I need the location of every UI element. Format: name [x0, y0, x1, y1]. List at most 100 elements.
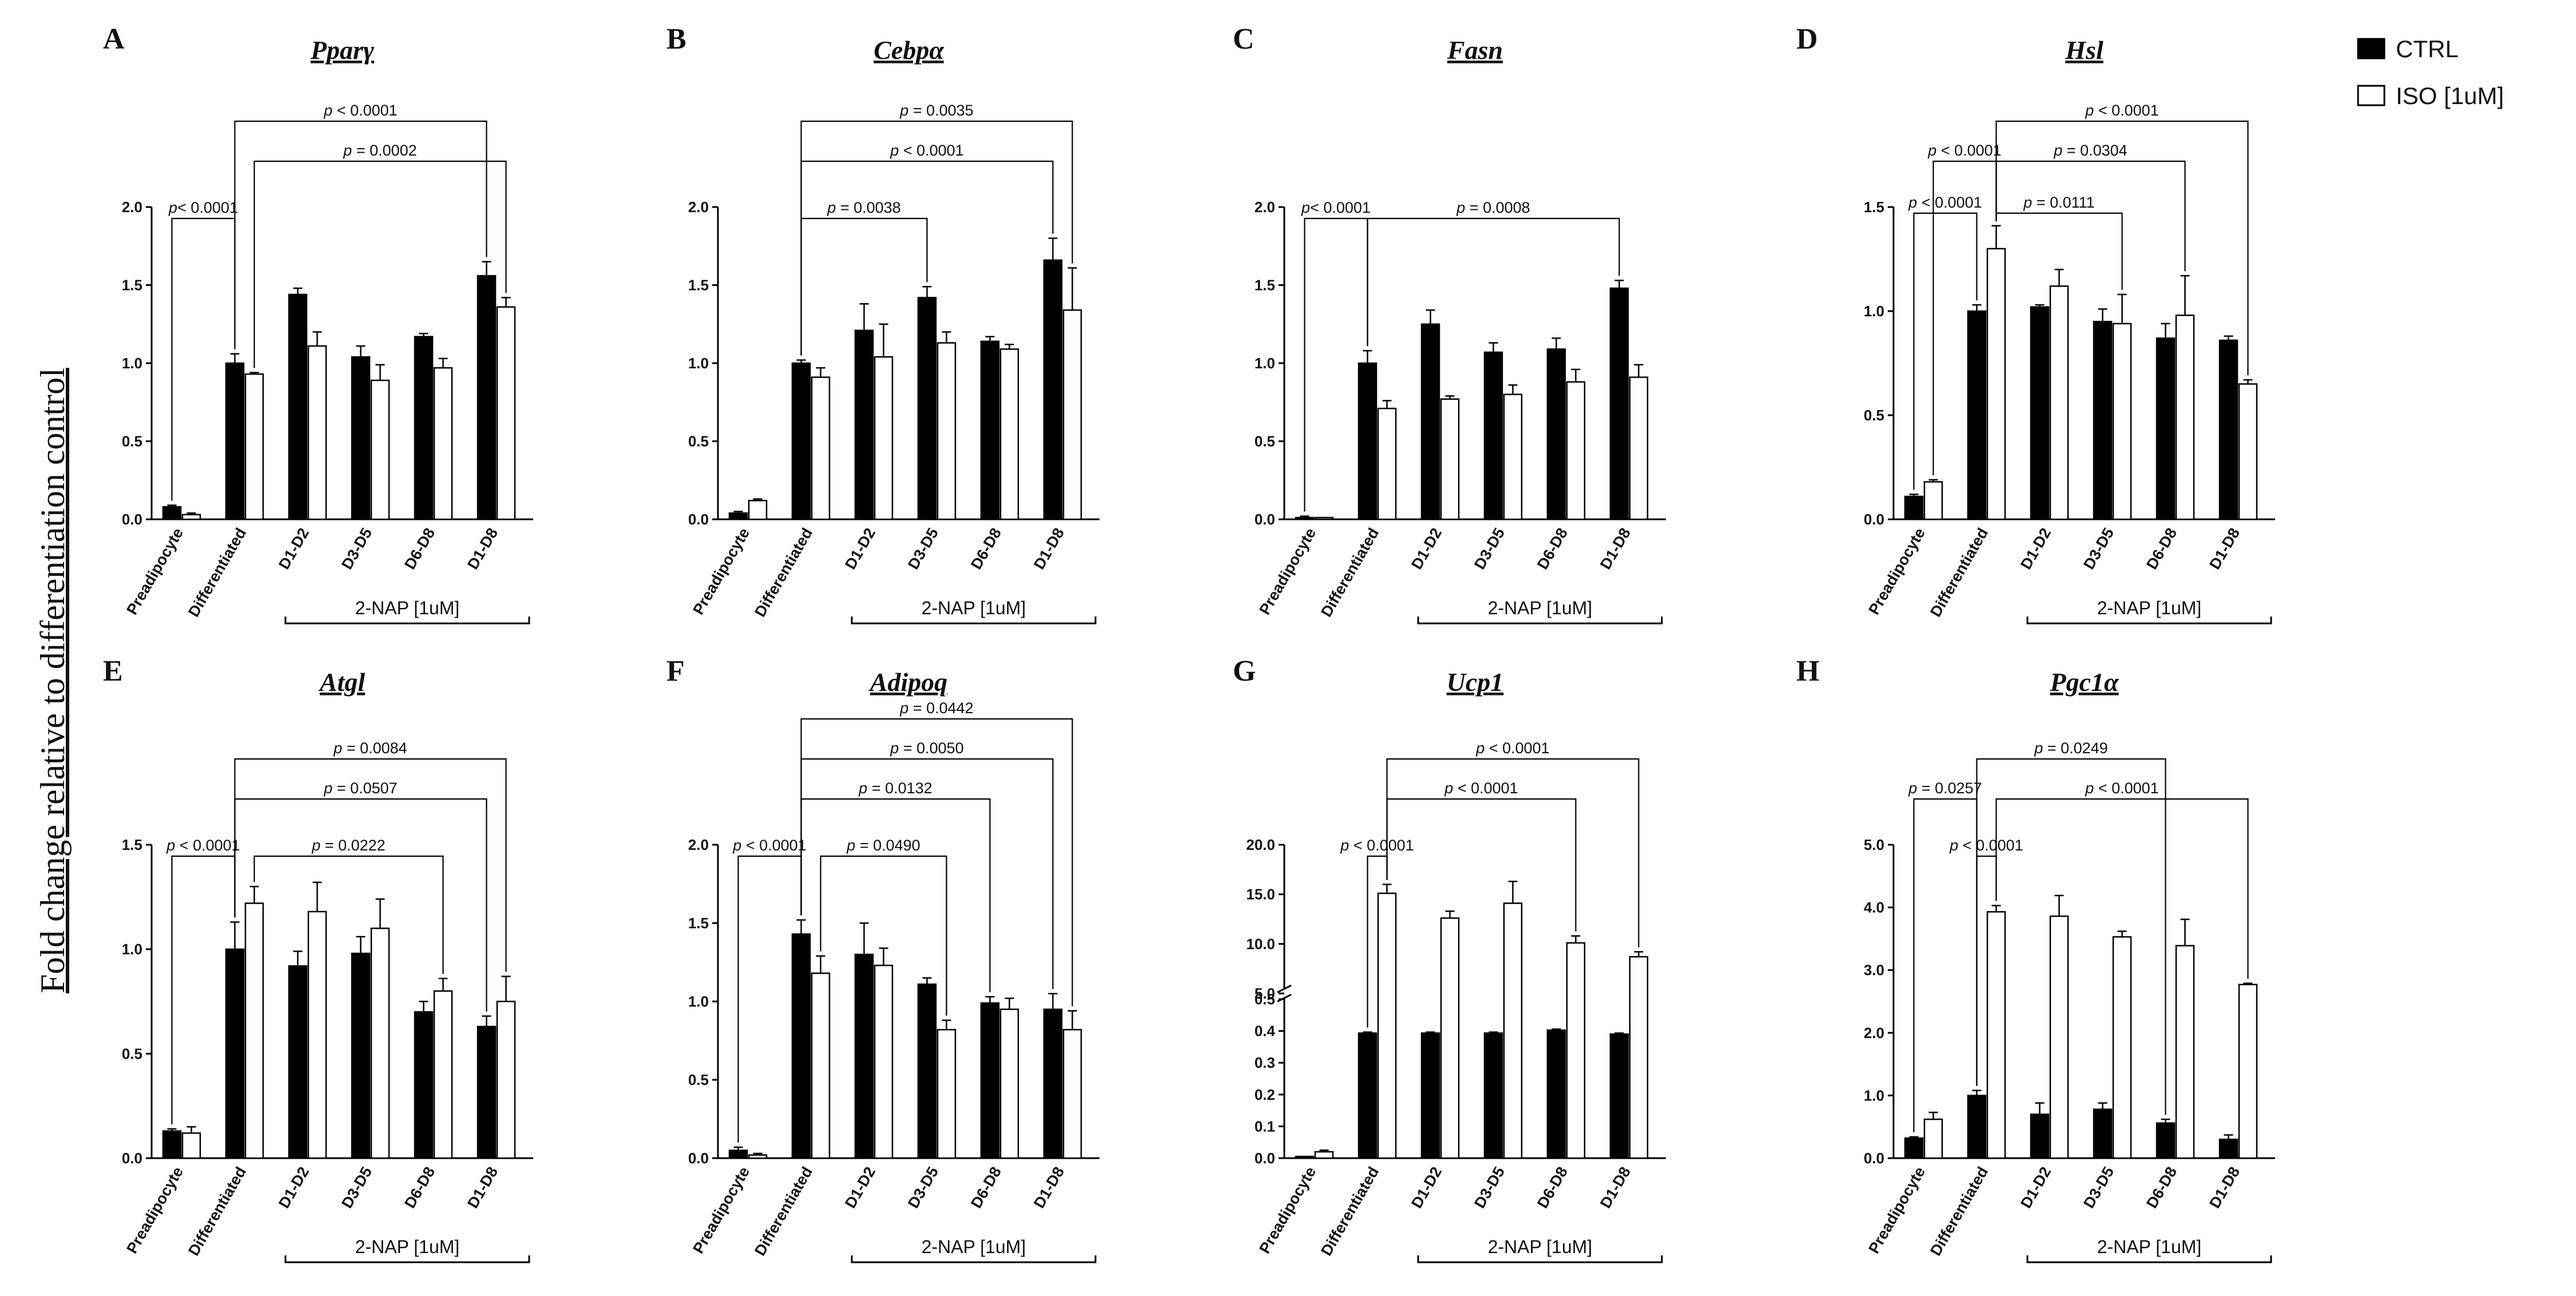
legend-label-ctrl: CTRL [2396, 35, 2459, 62]
category-label: D3-D5 [904, 525, 942, 573]
bar-iso-differentiated [811, 376, 831, 520]
y-tick-label: 1.0 [1864, 303, 1884, 320]
bar-ctrl-d1-d2 [854, 329, 874, 520]
panel-title: Atgl [318, 667, 365, 697]
y-tick-label: 0.4 [1255, 1023, 1276, 1040]
panel-title: Cebpα [874, 35, 944, 65]
panel-a: A Pparγ 0.0 0.5 1.0 1.5 2.0 PreadipocyteDiffere… [103, 23, 533, 625]
panel-letter: G [1233, 655, 1256, 687]
category-label: D1-D2 [842, 525, 879, 573]
group-bracket [284, 1255, 530, 1263]
y-tick-label: 1.5 [688, 277, 709, 294]
bar-ctrl-differentiated [1967, 1095, 1987, 1159]
group-bracket [2026, 617, 2272, 625]
bar-ctrl-d1-d8 [477, 1025, 497, 1159]
bar-ctrl-d1-d2 [854, 953, 874, 1159]
bar-iso-d1-d8 [2238, 984, 2258, 1159]
bar-iso-preadipocyte [1314, 516, 1334, 520]
category-label: Differentiated [1927, 525, 1991, 620]
p-value-label: p < 0.0001 [166, 837, 240, 854]
panel-letter: A [103, 23, 125, 55]
category-label: Preadipocyte [123, 525, 186, 618]
p-value-label: p< 0.0001 [1301, 199, 1371, 216]
panel-c: C Fasn 0.0 0.5 1.0 1.5 2.0 PreadipocyteDifferen… [1233, 23, 1666, 625]
group-bracket [851, 1255, 1097, 1263]
bar-ctrl-d6-d8 [2156, 1122, 2176, 1159]
category-label: Differentiated [185, 1164, 249, 1259]
p-value-label: p < 0.0001 [1949, 837, 2023, 854]
category-label: D1-D8 [464, 1164, 501, 1211]
significance-bracket [1386, 758, 1640, 948]
bar-iso-d3-d5 [2112, 936, 2132, 1159]
significance-bracket [800, 718, 1073, 1007]
bar-ctrl-differentiated [225, 362, 245, 520]
panel-h: H Pgc1α 0.0 1.0 2.0 3.0 4.0 5.0 PreadipocyteDiff… [1796, 655, 2275, 1263]
panel-b: B Cebpα 0.0 0.5 1.0 1.5 2.0 PreadipocyteDiffere… [666, 23, 1100, 625]
bar-iso-d1-d8 [496, 1000, 516, 1159]
category-label: D6-D8 [967, 1164, 1005, 1211]
category-label: Differentiated [1317, 525, 1382, 620]
bar-ctrl-d6-d8 [414, 336, 434, 520]
significance-bracket [234, 120, 487, 349]
y-tick-label: 1.0 [688, 993, 709, 1010]
bar-iso-differentiated [1377, 407, 1397, 520]
bar-iso-differentiated [1986, 911, 2006, 1159]
bar-ctrl-preadipocyte [1904, 1137, 1924, 1159]
significance-bracket [1932, 160, 1997, 475]
category-label: D3-D5 [2080, 525, 2117, 573]
group-bracket [1417, 617, 1663, 625]
category-label: D3-D5 [904, 1164, 942, 1211]
bar-iso-d1-d2 [1440, 398, 1460, 520]
panel-e: E Atgl 0.0 0.5 1.0 1.5 PreadipocyteDifferentia… [103, 655, 533, 1263]
p-value-label: p = 0.0442 [899, 699, 973, 717]
bar-iso-d1-d2 [874, 964, 894, 1159]
category-label: Differentiated [185, 525, 249, 620]
legend: CTRL ISO [1uM] [2357, 35, 2504, 109]
panel-title: Fasn [1447, 35, 1503, 65]
bar-ctrl-d1-d8 [2218, 1138, 2238, 1159]
category-label: Differentiated [751, 1164, 816, 1259]
p-value-label: p = 0.0490 [846, 837, 920, 854]
significance-bracket [820, 855, 947, 1016]
p-value-label: p < 0.0001 [1475, 740, 1549, 757]
bar-iso-preadipocyte [181, 1132, 201, 1159]
y-tick-label: 0.5 [122, 433, 142, 450]
significance-bracket [800, 798, 991, 992]
significance-bracket [1386, 798, 1577, 932]
bar-ctrl-d1-d8 [1043, 1008, 1063, 1159]
category-label: D1-D2 [275, 1164, 312, 1211]
bar-ctrl-d6-d8 [414, 1011, 434, 1159]
significance-bracket [253, 160, 507, 368]
category-label: D1-D8 [1030, 525, 1067, 573]
p-value-label: p = 0.0002 [343, 142, 416, 159]
category-label: D3-D5 [1471, 525, 1508, 573]
panel-title: Pparγ [310, 35, 375, 65]
p-value-label: p = 0.0111 [2023, 194, 2094, 211]
significance-bracket [800, 120, 1073, 356]
group-bracket [2026, 1255, 2272, 1263]
bar-ctrl-d1-d2 [2030, 306, 2050, 520]
bar-ctrl-d3-d5 [351, 952, 371, 1159]
bar-ctrl-d1-d8 [2218, 339, 2238, 520]
y-tick-label: 5.0 [1864, 836, 1884, 853]
category-label: D6-D8 [1534, 1164, 1571, 1211]
category-label: D1-D2 [1408, 1164, 1445, 1211]
y-tick-label: 0.5 [1255, 991, 1275, 1008]
bar-ctrl-d3-d5 [1483, 1032, 1503, 1159]
bar-ctrl-d3-d5 [2093, 1108, 2113, 1159]
p-value-label: p = 0.0507 [323, 780, 397, 797]
group-label: 2-NAP [1uM] [355, 598, 460, 618]
category-label: D1-D8 [1597, 1164, 1634, 1211]
bar-ctrl-d6-d8 [1546, 348, 1566, 520]
y-tick-label: 0.3 [1255, 1054, 1275, 1071]
bar-iso-d1-d8 [1062, 309, 1082, 520]
bar-ctrl-differentiated [791, 933, 811, 1159]
bar-ctrl-differentiated [791, 362, 811, 520]
bar-ctrl-d1-d2 [1420, 323, 1440, 520]
bar-iso-d3-d5 [1503, 393, 1523, 520]
category-label: Differentiated [751, 525, 816, 620]
y-tick-label: 0.0 [1864, 1150, 1884, 1167]
category-label: Preadipocyte [689, 1164, 753, 1257]
bar-iso-preadipocyte [1923, 1118, 1943, 1159]
panel-f: F Adipoq 0.0 0.5 1.0 1.5 2.0 PreadipocyteDiffer… [666, 655, 1100, 1263]
